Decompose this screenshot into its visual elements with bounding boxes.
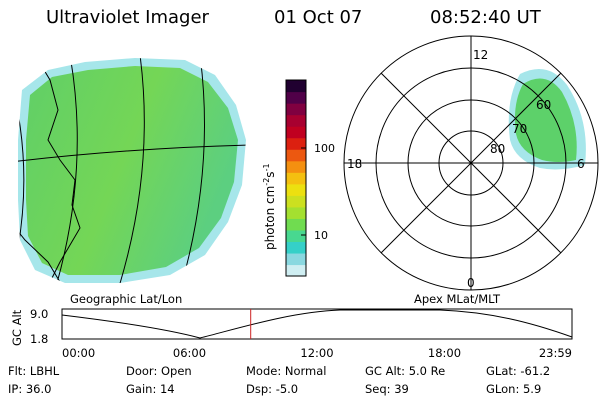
- mlt-label-18: 18: [347, 157, 362, 171]
- colorbar-segment: [286, 103, 306, 116]
- altitude-plot-frame: [61, 308, 573, 340]
- date-label: 01 Oct 07: [274, 7, 363, 28]
- geo-coastline: [18, 214, 61, 283]
- mlt-label-0: 0: [467, 276, 475, 290]
- status-seq: Seq: 39: [365, 382, 409, 396]
- mlat-label-70: 70: [512, 122, 527, 136]
- colorbar-unit-exp1: -2: [262, 177, 271, 186]
- colorbar: 100 10: [285, 79, 335, 277]
- polar-panel: 12 0 18 6 60 70 80 Apex MLat/MLT: [343, 35, 599, 306]
- status-gain: Gain: 14: [126, 382, 175, 396]
- colorbar-segment: [286, 241, 306, 254]
- colorbar-unit-main: photon cm: [263, 185, 277, 250]
- altitude-curve: [61, 309, 573, 339]
- altitude-xtick: 18:00: [428, 346, 461, 360]
- altitude-ylabel: GC Alt: [10, 309, 24, 346]
- colorbar-segment: [286, 172, 306, 185]
- geo-parallel: [18, 144, 246, 163]
- geo-meridian: [18, 59, 25, 283]
- status-dsp: Dsp: -5.0: [246, 382, 299, 396]
- colorbar-segment: [286, 160, 306, 173]
- colorbar-unit-label: photon cm-2s-1: [262, 163, 277, 250]
- colorbar-segment: [286, 218, 306, 231]
- mlt-label-12: 12: [473, 48, 488, 62]
- status-filter: Flt: LBHL: [8, 364, 60, 378]
- polar-panel-label: Apex MLat/MLT: [414, 292, 501, 306]
- colorbar-segment: [286, 229, 306, 243]
- status-door: Door: Open: [126, 364, 192, 378]
- geo-meridian: [54, 58, 78, 283]
- status-gc-alt: GC Alt: 5.0 Re: [365, 364, 446, 378]
- colorbar-segment: [286, 195, 306, 208]
- colorbar-segment: [286, 114, 306, 127]
- colorbar-segment: [286, 183, 306, 196]
- status-glat: GLat: -61.2: [486, 364, 551, 378]
- colorbar-segment: [286, 206, 306, 219]
- colorbar-segment: [286, 149, 306, 162]
- colorbar-tick-label: 100: [314, 142, 335, 155]
- colorbar-frame: [285, 79, 307, 277]
- altitude-ytick: 9.0: [30, 307, 48, 321]
- altitude-ytick: 1.8: [30, 332, 48, 346]
- geo-panel-label: Geographic Lat/Lon: [70, 292, 182, 306]
- time-label: 08:52:40 UT: [430, 7, 541, 28]
- altitude-xtick: 06:00: [173, 346, 206, 360]
- instrument-title: Ultraviolet Imager: [46, 7, 209, 28]
- colorbar-segment: [286, 137, 306, 150]
- altitude-plot: GC Alt 9.0 1.8 00:00 06:00 12:00 18:00 23:59: [10, 307, 573, 360]
- colorbar-tick-label: 10: [314, 229, 328, 242]
- geo-image: [26, 66, 238, 275]
- geo-meridian: [179, 58, 205, 283]
- mlat-label-80: 80: [490, 142, 505, 156]
- colorbar-segment: [286, 126, 306, 139]
- altitude-xtick: 23:59: [539, 346, 572, 360]
- colorbar-segment: [286, 91, 306, 104]
- status-glon: GLon: 5.9: [486, 382, 542, 396]
- mlt-label-6: 6: [577, 157, 585, 171]
- colorbar-unit-exp2: -1: [262, 163, 271, 172]
- colorbar-unit-s: s: [263, 171, 277, 178]
- altitude-xtick: 00:00: [62, 346, 95, 360]
- geo-meridian: [117, 58, 145, 283]
- colorbar-segment: [286, 252, 306, 266]
- geo-panel: Geographic Lat/Lon: [18, 58, 246, 306]
- colorbar-segment: [286, 264, 306, 277]
- altitude-xtick: 12:00: [300, 346, 333, 360]
- mlat-label-60: 60: [536, 98, 551, 112]
- status-mode: Mode: Normal: [246, 364, 327, 378]
- colorbar-segment: [286, 80, 306, 93]
- geo-coastline: [34, 58, 81, 283]
- geo-coastline: [18, 58, 45, 75]
- status-ip: IP: 36.0: [8, 382, 52, 396]
